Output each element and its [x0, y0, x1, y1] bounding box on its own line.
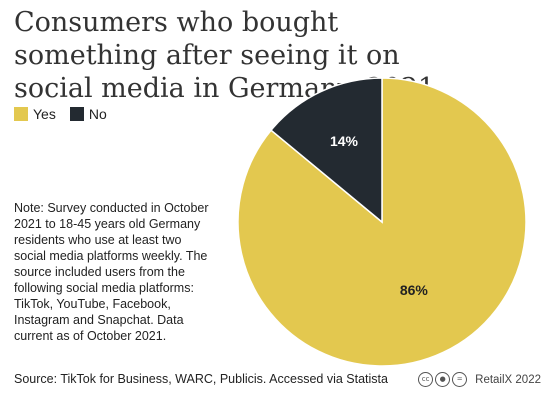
- legend-label-no: No: [88, 106, 107, 122]
- survey-note: Note: Survey conducted in October 2021 t…: [14, 201, 209, 343]
- nd-icon: =: [452, 372, 468, 387]
- legend: Yes No: [14, 106, 121, 122]
- pie-slice-yes: [237, 77, 527, 367]
- legend-swatch-yes: [14, 107, 28, 121]
- source-text: Source: TikTok for Business, WARC, Publi…: [14, 372, 388, 386]
- pie-label-yes: 86%: [400, 282, 429, 298]
- legend-label-yes: Yes: [33, 106, 56, 122]
- legend-swatch-no: [69, 107, 84, 121]
- by-icon: ●: [435, 372, 451, 387]
- pie-slice-no: [269, 77, 383, 224]
- license-icons: cc ● =: [418, 372, 469, 387]
- credit: cc ● = RetailX 2022: [418, 372, 541, 387]
- cc-icon: cc: [418, 372, 434, 387]
- credit-text: RetailX 2022: [475, 373, 541, 386]
- pie-label-no: 14%: [330, 133, 359, 149]
- legend-item-no: No: [69, 106, 107, 122]
- legend-item-yes: Yes: [14, 106, 56, 122]
